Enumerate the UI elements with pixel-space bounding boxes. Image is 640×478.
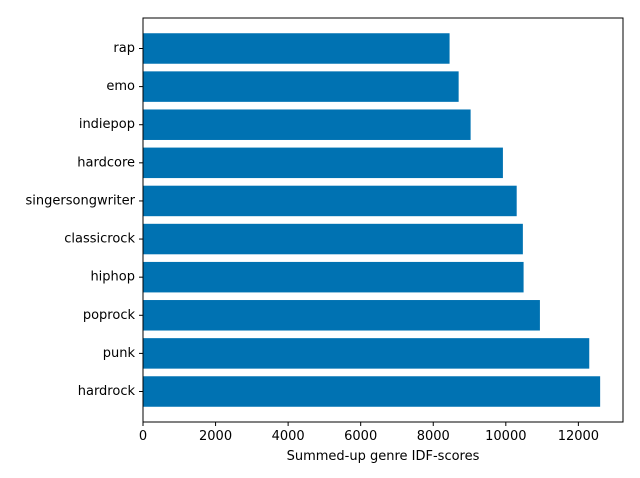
x-tick-label: 0 xyxy=(139,429,147,444)
y-tick-label: singersongwriter xyxy=(26,193,136,208)
bar-rap xyxy=(143,33,450,64)
bar-hardcore xyxy=(143,147,503,179)
y-tick-label: poprock xyxy=(83,308,136,323)
x-tick-label: 6000 xyxy=(344,429,377,444)
bar-emo xyxy=(143,71,459,102)
y-tick-label: punk xyxy=(103,346,136,361)
x-tick-label: 4000 xyxy=(272,429,305,444)
y-tick-label: indiepop xyxy=(79,117,135,132)
y-tick-label: hardrock xyxy=(78,384,136,399)
x-tick-label: 8000 xyxy=(417,429,450,444)
bar-singersongwriter xyxy=(143,185,517,217)
bar-classicrock xyxy=(143,223,523,255)
y-tick-label: classicrock xyxy=(64,232,135,247)
bar-hardrock xyxy=(143,376,601,407)
plot-frame xyxy=(142,17,624,423)
bar-hiphop xyxy=(143,261,524,293)
x-axis-ticks: 0 2000 4000 6000 8000 10000 12000 xyxy=(139,422,599,444)
y-tick-label: hiphop xyxy=(90,270,135,285)
bar-poprock xyxy=(143,300,540,331)
bar-indiepop xyxy=(143,109,471,140)
y-tick-label: hardcore xyxy=(77,155,135,170)
x-tick-label: 2000 xyxy=(199,429,232,444)
y-axis-ticks: rap emo indiepop hardcore singersongwriter cl… xyxy=(26,41,143,399)
y-tick-label: emo xyxy=(106,79,135,94)
x-tick-label: 10000 xyxy=(485,429,526,444)
x-axis-label: Summed-up genre IDF-scores xyxy=(287,449,480,464)
x-tick-label: 12000 xyxy=(558,429,599,444)
y-tick-label: rap xyxy=(113,41,135,56)
bars-group xyxy=(143,33,601,407)
bar-punk xyxy=(143,338,590,369)
